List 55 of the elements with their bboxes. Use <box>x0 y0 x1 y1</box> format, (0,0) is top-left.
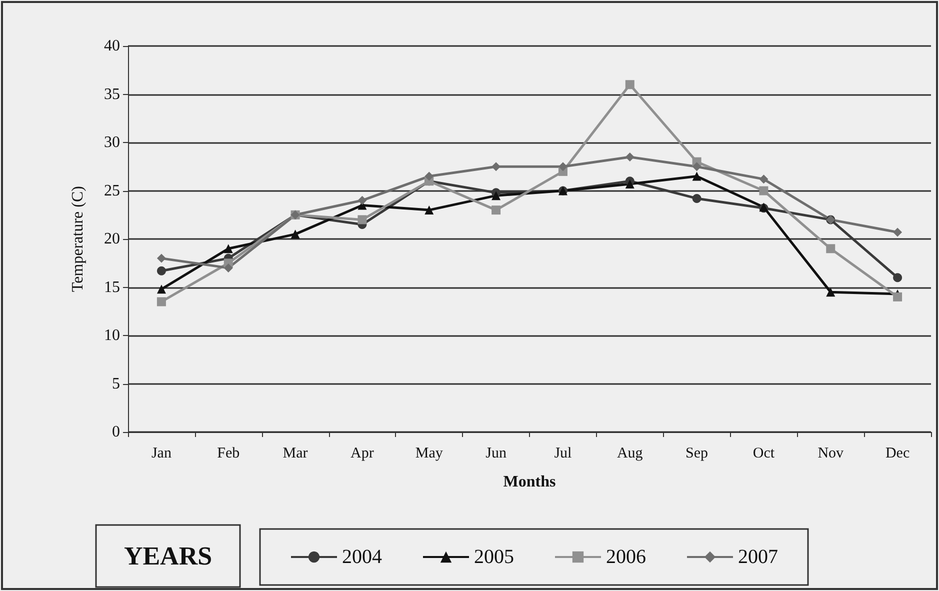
point <box>492 191 501 200</box>
y-tick-label: 40 <box>104 38 120 54</box>
point <box>893 228 902 237</box>
y-tick-label: 35 <box>104 86 120 103</box>
point <box>558 162 568 172</box>
point <box>156 254 166 263</box>
x-tick-label: Oct <box>752 446 776 462</box>
x-tick-label: Nov <box>818 446 844 462</box>
legend-label: 2005 <box>474 546 514 568</box>
point <box>492 206 501 215</box>
point <box>625 80 634 90</box>
point <box>826 288 836 297</box>
x-tick-label: May <box>415 446 444 462</box>
x-tick-label: Feb <box>217 446 240 462</box>
point <box>692 162 702 172</box>
y-axis-title: Temperature (C) <box>70 186 86 292</box>
y-tick-label: 15 <box>104 278 120 296</box>
point <box>424 172 434 181</box>
y-tick-label: 20 <box>104 230 120 248</box>
x-tick-label: Jul <box>554 446 572 462</box>
point <box>424 206 434 215</box>
x-tick-label: Jun <box>486 446 507 462</box>
y-tick-label: 5 <box>112 375 120 392</box>
x-tick-label: Jan <box>151 446 172 462</box>
point <box>358 196 367 205</box>
point <box>358 215 367 224</box>
point <box>759 174 768 184</box>
legend-label: 2004 <box>342 546 382 568</box>
point <box>692 172 702 181</box>
y-tick-label: 25 <box>104 182 120 200</box>
x-axis-title: Months <box>503 474 556 490</box>
legend-label: 2007 <box>738 546 778 568</box>
point <box>290 230 300 239</box>
point <box>156 284 166 294</box>
point <box>156 297 166 306</box>
point <box>893 292 902 302</box>
x-tick-label: Mar <box>282 446 308 462</box>
legend-label: 2006 <box>606 546 646 568</box>
point <box>893 273 902 282</box>
point <box>826 244 836 254</box>
x-tick-label: Aug <box>616 446 644 462</box>
y-tick-label: 30 <box>104 134 120 151</box>
point <box>156 266 166 276</box>
x-tick-label: Sep <box>686 446 708 462</box>
x-tick-label: Apr <box>350 446 374 462</box>
point <box>625 152 634 162</box>
point <box>692 194 702 203</box>
y-tick-label: 10 <box>104 327 120 344</box>
y-tick-label: 0 <box>112 424 120 440</box>
x-tick-label: Dec <box>885 446 910 462</box>
point <box>224 244 233 254</box>
point <box>759 186 768 196</box>
point <box>224 263 233 272</box>
point <box>625 179 634 188</box>
legend-title: YEARS <box>124 542 212 570</box>
